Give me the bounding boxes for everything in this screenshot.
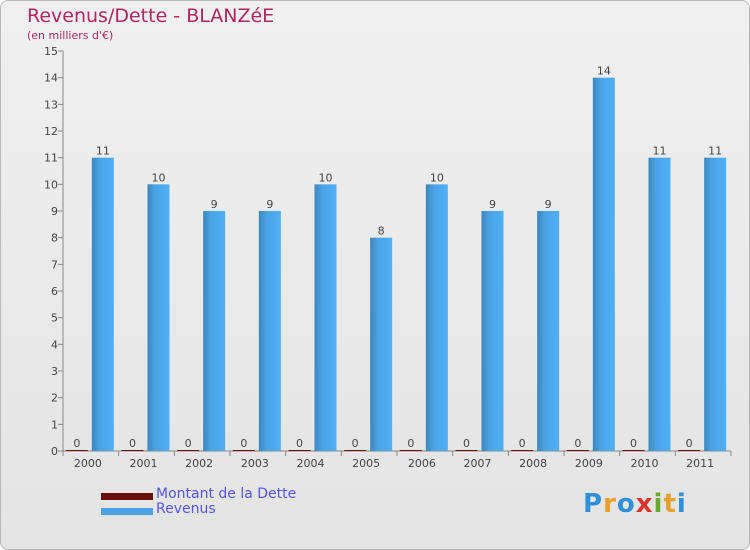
x-tick-label: 2001 [130, 457, 158, 470]
data-label-revenue: 9 [545, 198, 552, 211]
data-label-debt: 0 [352, 437, 359, 450]
bar-debt [288, 450, 311, 451]
bar-revenue [537, 211, 560, 451]
y-tick-label: 11 [44, 152, 58, 165]
bar-revenue [592, 77, 615, 452]
bar-debt [232, 450, 255, 451]
data-label-debt: 0 [296, 437, 303, 450]
data-label-debt: 0 [73, 437, 80, 450]
bar-revenue [648, 157, 671, 451]
y-tick-label: 8 [51, 232, 58, 245]
y-tick-label: 10 [44, 178, 58, 191]
data-label-revenue: 9 [489, 198, 496, 211]
bar-revenue [91, 157, 114, 451]
bar-revenue [203, 211, 226, 451]
data-label-revenue: 9 [266, 198, 273, 211]
data-label-revenue: 11 [96, 145, 110, 158]
data-label-debt: 0 [129, 437, 136, 450]
data-label-revenue: 14 [597, 65, 611, 78]
data-label-debt: 0 [630, 437, 637, 450]
y-tick-label: 3 [51, 365, 58, 378]
bar-revenue [147, 184, 170, 452]
data-label-revenue: 9 [211, 198, 218, 211]
bar-revenue [425, 184, 448, 452]
data-label-debt: 0 [574, 437, 581, 450]
y-tick-label: 15 [44, 45, 58, 58]
y-tick-label: 4 [51, 338, 58, 351]
y-tick-label: 2 [51, 392, 58, 405]
x-tick-label: 2008 [519, 457, 547, 470]
bar-revenue [370, 237, 393, 451]
legend-swatch-debt [101, 493, 153, 500]
chart-title: Revenus/Dette - BLANZéE [27, 5, 275, 27]
y-tick-label: 6 [51, 285, 58, 298]
data-label-debt: 0 [185, 437, 192, 450]
data-label-debt: 0 [240, 437, 247, 450]
bar-debt [177, 450, 200, 451]
x-tick-label: 2006 [408, 457, 436, 470]
legend-label-debt: Montant de la Dette [156, 486, 297, 502]
y-tick-label: 0 [51, 445, 58, 458]
bar-debt [622, 450, 645, 451]
x-tick-label: 2002 [185, 457, 213, 470]
x-tick-label: 2009 [575, 457, 603, 470]
bar-revenue [481, 211, 504, 451]
data-label-revenue: 10 [430, 171, 444, 184]
bar-debt [511, 450, 534, 451]
y-tick-label: 12 [44, 125, 58, 138]
data-label-revenue: 10 [152, 171, 166, 184]
bar-debt [678, 450, 701, 451]
x-tick-label: 2005 [352, 457, 380, 470]
bar-debt [65, 450, 88, 451]
bar-revenue [258, 211, 281, 451]
bar-debt [121, 450, 144, 451]
data-label-revenue: 10 [319, 171, 333, 184]
data-label-debt: 0 [407, 437, 414, 450]
legend-label-revenue: Revenus [156, 501, 216, 517]
bar-debt [344, 450, 367, 451]
bar-revenue [314, 184, 337, 452]
bar-revenue [704, 157, 727, 451]
bars: 0 11 0 10 0 9 0 9 0 10 0 8 0 10 0 9 0 9 0 14 0 11 0 11 [65, 65, 727, 452]
bar-debt [566, 450, 589, 451]
y-tick-label: 13 [44, 98, 58, 111]
chart-subtitle: (en milliers d'€) [27, 29, 114, 42]
legend-swatch-revenue [101, 508, 153, 515]
data-label-debt: 0 [519, 437, 526, 450]
x-axis: 2000 2001 2002 2003 2004 2005 2006 2007 2008 2009… [62, 450, 732, 470]
bar-debt [455, 450, 478, 451]
proxiti-logo: Proxiti [583, 489, 687, 519]
x-tick-label: 2010 [631, 457, 659, 470]
data-label-revenue: 11 [708, 145, 722, 158]
y-tick-label: 7 [51, 258, 58, 271]
bar-debt [399, 450, 422, 451]
x-tick-label: 2003 [241, 457, 269, 470]
y-tick-label: 14 [44, 72, 58, 85]
x-tick-label: 2011 [686, 457, 714, 470]
x-tick-label: 2004 [297, 457, 325, 470]
data-label-debt: 0 [463, 437, 470, 450]
y-tick-label: 9 [51, 205, 58, 218]
data-label-revenue: 11 [653, 145, 667, 158]
y-tick-label: 5 [51, 312, 58, 325]
x-tick-label: 2007 [464, 457, 492, 470]
data-label-revenue: 8 [378, 225, 385, 238]
data-label-debt: 0 [686, 437, 693, 450]
y-tick-label: 1 [51, 418, 58, 431]
x-tick-label: 2000 [74, 457, 102, 470]
